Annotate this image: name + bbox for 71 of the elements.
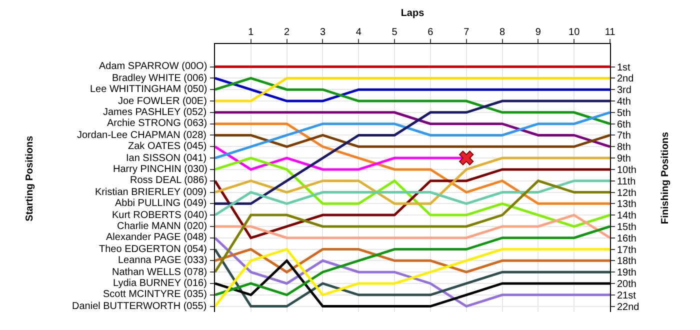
series-label: Leanna PAGE (033)	[118, 255, 208, 266]
series-label: James PASHLEY (052)	[103, 107, 207, 118]
series-label: Ian SISSON (041)	[126, 153, 207, 164]
series-label: Kurt ROBERTS (040)	[112, 210, 208, 221]
series-label: Bradley WHITE (006)	[112, 73, 208, 84]
x-tick-label: 5	[392, 27, 398, 38]
line-series	[215, 100, 610, 205]
series-label: Zak OATES (045)	[128, 141, 207, 152]
y-tick-label: 11th	[617, 176, 636, 188]
y-tick-label: 4th	[617, 96, 631, 108]
line-series	[215, 111, 610, 148]
x-tick-label: 1	[248, 27, 254, 38]
line-series	[215, 225, 610, 296]
line-series	[215, 111, 610, 160]
series-label: Scott MCINTYRE (035)	[103, 289, 207, 300]
line-series	[215, 122, 610, 205]
y-tick-label: 17th	[617, 244, 636, 256]
y-tick-label: 19th	[617, 268, 636, 279]
series-label: Harry PINCHIN (030)	[113, 164, 208, 175]
y-tick-label: 10th	[617, 164, 636, 176]
y-tick-label: 13th	[617, 199, 636, 210]
x-tick-label: 10	[568, 27, 580, 38]
y-tick-label: 20th	[617, 278, 636, 290]
y-tick-label: 14th	[617, 210, 636, 222]
series-label: Joe FOWLER (00E)	[118, 96, 207, 107]
x-tick-label: 3	[320, 27, 326, 38]
line-series	[215, 168, 610, 240]
series-label: Abbi PULLING (049)	[115, 198, 207, 209]
series-label: Nathan WELLS (078)	[112, 267, 208, 278]
series-label: Lydia BURNEY (016)	[113, 278, 207, 289]
y-axis-title: Finishing Positions	[660, 131, 671, 224]
line-series	[215, 180, 610, 274]
y-tick-label: 2nd	[617, 74, 634, 85]
line-series	[215, 180, 610, 216]
line-series	[215, 248, 610, 308]
x-axis-title: Laps	[400, 8, 425, 19]
line-series	[215, 236, 610, 308]
y-tick-label: 22nd	[617, 302, 640, 313]
y-tick-label: 21st	[617, 290, 636, 302]
x-tick-label: 9	[535, 27, 542, 38]
y-tick-label: 12th	[617, 188, 636, 199]
series-label: Theo EDGERTON (054)	[99, 244, 208, 255]
y-tick-label: 5th	[617, 108, 631, 119]
x-tick-label: 8	[499, 27, 506, 38]
x-tick-label: 6	[428, 27, 434, 38]
line-series	[215, 76, 610, 126]
y-tick-label: 7th	[617, 130, 631, 142]
text: Starting Positions	[24, 135, 36, 222]
x-tick-label: 7	[464, 27, 470, 38]
series-label: Daniel BUTTERWORTH (055)	[72, 301, 207, 312]
series-label: Kristian BRIERLEY (009)	[95, 187, 207, 198]
series-label: Jordan-Lee CHAPMAN (028)	[77, 130, 206, 141]
series-label: Alexander PAGE (048)	[106, 232, 207, 243]
y-tick-label: 18th	[617, 256, 636, 268]
y-tick-label: 6th	[617, 119, 631, 130]
series-label: Adam SPARROW (00O)	[99, 61, 208, 72]
x-tick-label: 2	[284, 27, 290, 38]
series-label: Lee WHITTINGHAM (050)	[90, 84, 208, 95]
y-tick-label: 9th	[617, 154, 631, 165]
line-series	[215, 156, 610, 228]
y-tick-label: 15th	[617, 222, 636, 233]
series-label: Ross DEAL (086)	[130, 175, 208, 186]
y-tick-label: 16th	[617, 233, 636, 244]
y-tick-label: 3rd	[617, 85, 632, 96]
series-label: Archie STRONG (063)	[107, 118, 208, 129]
x-tick-label: 4	[356, 27, 362, 38]
series-label: Charlie MANN (020)	[117, 221, 208, 232]
line-series	[215, 156, 610, 205]
x-tick-label: 11	[604, 27, 616, 38]
y-tick-label: 8th	[617, 142, 631, 154]
y-tick-label: 1st	[617, 62, 631, 74]
